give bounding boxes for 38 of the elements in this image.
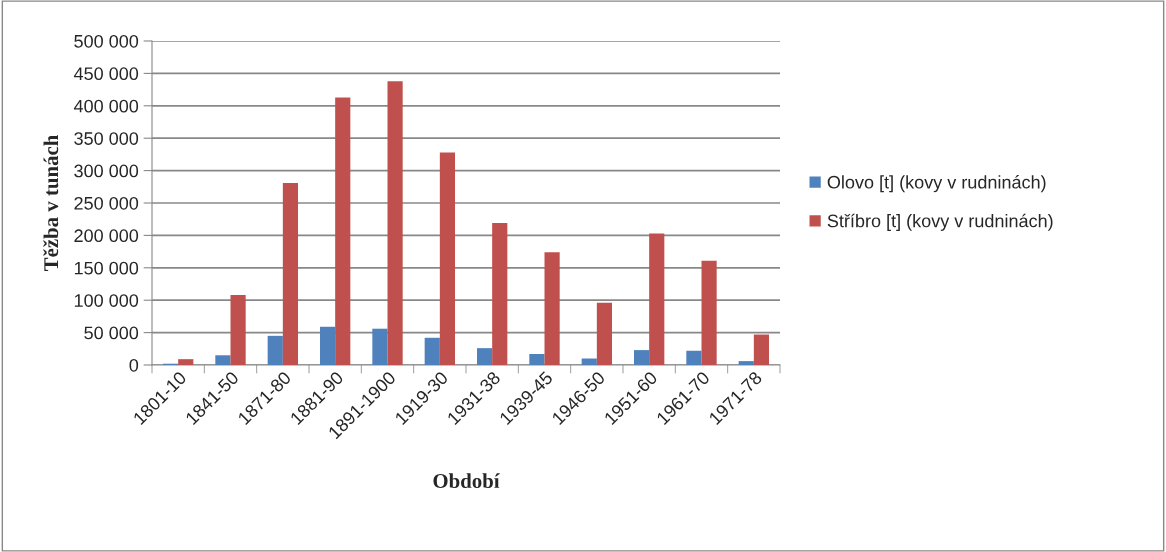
y-tick-label: 250 000 — [74, 196, 139, 210]
y-tick-label: 0 — [129, 358, 139, 372]
bar — [529, 353, 545, 365]
y-tick-label: 500 000 — [74, 34, 139, 48]
bar — [738, 361, 754, 365]
bar — [476, 348, 493, 365]
bar — [319, 326, 336, 365]
y-tick-label: 400 000 — [73, 99, 139, 113]
bar — [178, 359, 194, 365]
y-tick-label: 100 000 — [74, 294, 139, 307]
y-tick-label: 200 000 — [74, 229, 139, 243]
legend-label: Stříbro [t] (kovy v rudninách) — [827, 213, 1053, 231]
legend-label: Olovo [t] (kovy v rudninách) — [827, 175, 1046, 193]
bar — [424, 337, 440, 365]
y-tick-label: 50 000 — [84, 326, 139, 340]
x-axis-title: Období — [433, 473, 500, 489]
bar — [492, 223, 508, 365]
bar — [649, 233, 665, 365]
bar — [753, 334, 770, 365]
bar — [633, 350, 650, 365]
bar — [215, 355, 231, 365]
bar — [439, 152, 456, 365]
y-tick-label: 450 000 — [73, 67, 139, 81]
bar — [596, 302, 613, 365]
y-axis-title: Těžba v tunách — [43, 135, 59, 271]
bar — [282, 182, 299, 365]
bar — [387, 81, 403, 365]
bar — [372, 328, 388, 365]
bar — [335, 97, 351, 365]
bar — [686, 350, 702, 365]
y-tick-label: 150 000 — [74, 261, 139, 275]
bar — [581, 358, 597, 365]
bar — [230, 295, 246, 365]
bar — [701, 260, 717, 365]
bar — [544, 252, 560, 365]
bar — [267, 335, 283, 365]
y-tick-label: 300 000 — [74, 164, 139, 178]
y-tick-label: 350 000 — [74, 132, 139, 145]
